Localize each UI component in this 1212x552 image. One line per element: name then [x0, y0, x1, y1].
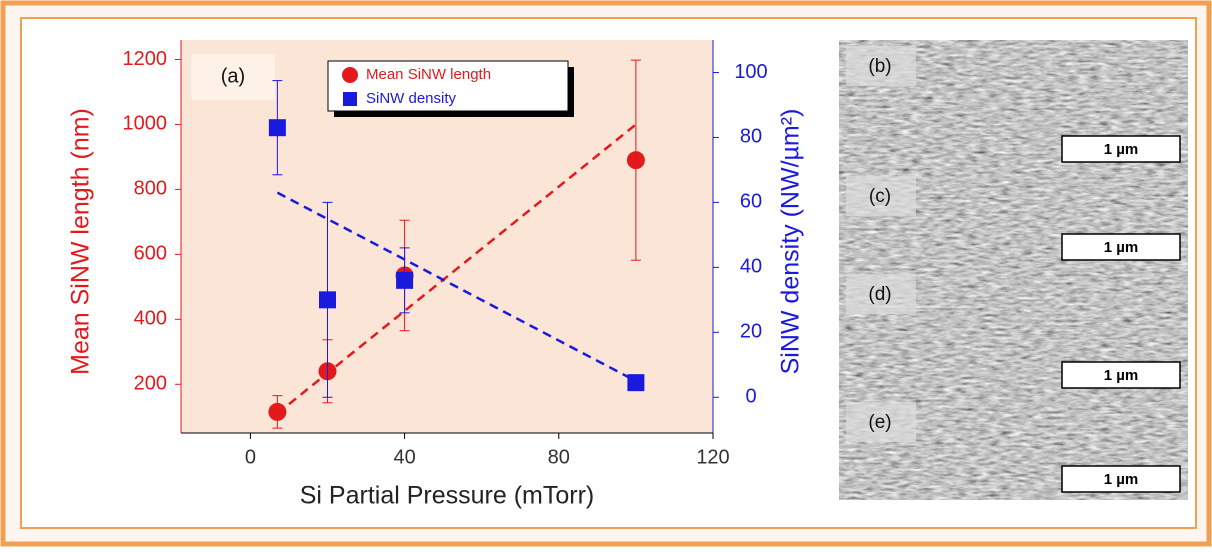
trend-line — [276, 191, 637, 383]
scale-bar-box — [1061, 465, 1181, 493]
legend-box — [327, 60, 569, 112]
y2-axis-label: SiNW density (NW/µm²) — [777, 109, 805, 375]
legend-label: SiNW density — [366, 90, 457, 107]
panel-label: (c) — [869, 186, 891, 207]
x-tick-label: 120 — [696, 446, 729, 468]
data-point — [627, 374, 645, 392]
y2-tick-label: 80 — [740, 126, 762, 148]
y2-tick-label: 100 — [734, 61, 767, 83]
scale-bar-label: 1 µm — [1104, 141, 1139, 158]
panel-label: (b) — [868, 56, 891, 77]
annotation: (a) — [221, 65, 245, 87]
y-tick-label: 1000 — [123, 113, 168, 135]
panel-label-box — [846, 402, 916, 442]
panel-label-box — [846, 274, 916, 314]
panel-label-box — [846, 176, 916, 216]
panel-label: (d) — [868, 284, 891, 305]
y-tick-label: 400 — [134, 308, 167, 330]
panel-label: (e) — [868, 412, 891, 433]
legend-label: Mean SiNW length — [366, 66, 491, 83]
y2-tick-label: 20 — [740, 321, 762, 343]
legend-marker — [342, 67, 358, 83]
data-point — [396, 271, 414, 289]
legend-marker — [343, 92, 357, 106]
y-tick-label: 1200 — [123, 48, 168, 70]
scale-bar-label: 1 µm — [1104, 239, 1139, 256]
y-tick-label: 800 — [134, 178, 167, 200]
data-point — [268, 119, 286, 137]
x-axis-label: Si Partial Pressure (mTorr) — [300, 482, 595, 510]
y2-tick-label: 40 — [740, 256, 762, 278]
data-point — [268, 402, 287, 421]
y-axis-label: Mean SiNW length (nm) — [67, 108, 95, 375]
panel-label-box — [846, 46, 916, 86]
annotation-box — [191, 54, 275, 100]
scale-bar-box — [1061, 135, 1181, 163]
y2-tick-label: 60 — [740, 191, 762, 213]
x-tick-label: 80 — [548, 446, 570, 468]
y-tick-label: 600 — [134, 243, 167, 265]
scale-bar-label: 1 µm — [1104, 367, 1139, 384]
x-tick-label: 40 — [393, 446, 415, 468]
y-tick-label: 200 — [134, 373, 167, 395]
trend-line — [276, 123, 637, 415]
scale-bar-label: 1 µm — [1104, 471, 1139, 488]
scale-bar-box — [1061, 361, 1181, 389]
y2-tick-label: 0 — [745, 386, 756, 408]
data-point — [318, 291, 336, 309]
data-point — [626, 151, 645, 170]
x-tick-label: 0 — [245, 446, 256, 468]
scale-bar-box — [1061, 233, 1181, 261]
